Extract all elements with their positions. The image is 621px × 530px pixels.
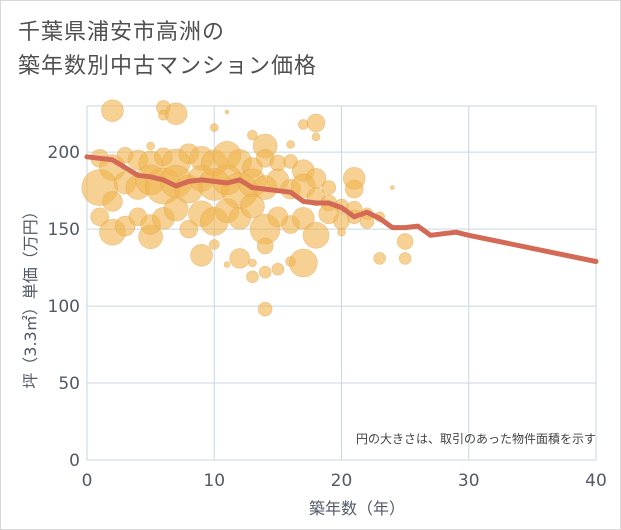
bubble-point: [246, 270, 259, 284]
bubble-point: [286, 140, 295, 149]
trend-line-series: [84, 154, 599, 264]
bubble-point: [271, 262, 285, 276]
bubble-point: [337, 227, 346, 237]
bubble-point: [306, 113, 326, 133]
y-tick-label: 200: [48, 143, 80, 163]
bubble-point: [390, 185, 395, 190]
bubble-point: [223, 261, 231, 268]
bubble-point: [398, 252, 412, 265]
x-tick-label: 20: [331, 471, 353, 491]
bubble-size-note: 円の大きさは、取引のあった物件面積を示す: [356, 431, 596, 446]
bubble-point: [258, 265, 272, 279]
bubble-point: [209, 123, 219, 132]
y-tick-label: 0: [69, 451, 80, 471]
bubble-point: [190, 243, 213, 267]
bubble-point: [240, 193, 265, 219]
bubble-point: [90, 207, 110, 227]
x-tick-label: 10: [203, 471, 225, 491]
y-tick-label: 50: [58, 374, 80, 394]
y-tick-label: 100: [48, 297, 80, 317]
bubble-point: [292, 207, 315, 230]
bubble-point: [229, 248, 250, 269]
bubble-point: [208, 239, 220, 250]
bubble-point: [298, 119, 309, 130]
bubble-series: [81, 99, 414, 317]
bubble-point: [321, 180, 337, 195]
bubble-point: [311, 132, 321, 142]
y-tick-label: 150: [48, 220, 80, 240]
title-line-2: 築年数別中古マンション価格: [18, 54, 318, 79]
bubble-point: [224, 109, 230, 115]
bubble-point: [289, 248, 318, 278]
bubble-point: [248, 258, 257, 268]
bubble-point: [396, 233, 414, 250]
bubble-point: [247, 129, 258, 141]
axis-ticks: 0 50 100 150 200 0 10 20 30 40: [48, 143, 607, 491]
chart-title: 千葉県浦安市高洲の 築年数別中古マンション価格: [18, 16, 317, 84]
bubble-point: [102, 191, 123, 212]
x-tick-label: 40: [585, 471, 607, 491]
bubble-point: [257, 301, 273, 317]
bubble-point: [101, 99, 124, 122]
bubble-point: [344, 179, 364, 199]
average-price-line: [84, 154, 599, 264]
y-axis-label: 坪（3.3㎡）単価（万円）: [21, 203, 40, 388]
title-line-1: 千葉県浦安市高洲の: [18, 20, 226, 45]
x-tick-label: 0: [82, 471, 93, 491]
bubble-point: [373, 252, 386, 265]
bubble-point: [158, 109, 169, 121]
bubble-point: [179, 219, 199, 239]
bubble-point: [302, 221, 330, 249]
x-tick-label: 30: [458, 471, 480, 491]
bubble-point: [163, 196, 189, 222]
bubble-point: [146, 141, 155, 151]
bubble-point: [256, 237, 274, 255]
x-axis-label: 築年数（年）: [309, 499, 405, 518]
